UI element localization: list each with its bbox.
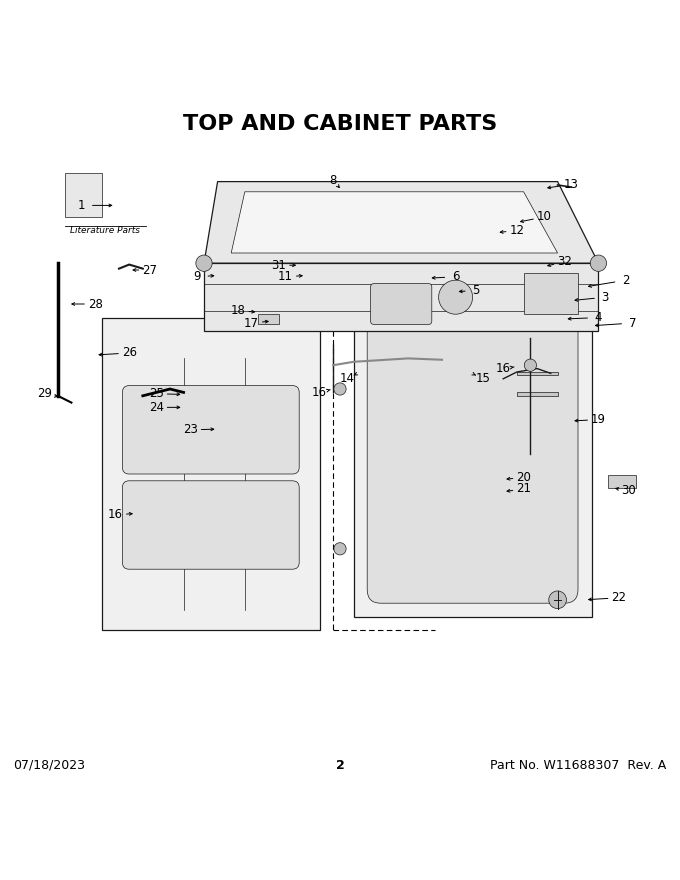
FancyBboxPatch shape — [371, 283, 432, 325]
Text: 23: 23 — [183, 423, 198, 436]
FancyBboxPatch shape — [524, 274, 578, 314]
Text: 21: 21 — [516, 482, 531, 495]
Text: 20: 20 — [516, 471, 531, 484]
Text: 2: 2 — [622, 274, 630, 287]
Circle shape — [590, 255, 607, 271]
Text: 8: 8 — [330, 173, 337, 187]
FancyBboxPatch shape — [608, 474, 636, 488]
Text: 1: 1 — [78, 199, 86, 212]
Text: 31: 31 — [271, 259, 286, 272]
Text: 14: 14 — [339, 372, 354, 385]
Text: 07/18/2023: 07/18/2023 — [14, 759, 86, 772]
Circle shape — [439, 280, 473, 314]
Text: 5: 5 — [473, 284, 479, 297]
Text: 7: 7 — [628, 317, 636, 329]
Polygon shape — [258, 314, 279, 325]
Text: 3: 3 — [602, 290, 609, 304]
Polygon shape — [517, 372, 558, 376]
Text: 9: 9 — [193, 270, 201, 283]
Text: Literature Parts: Literature Parts — [71, 226, 140, 235]
Polygon shape — [231, 192, 558, 253]
Text: 2: 2 — [336, 759, 344, 772]
Text: 29: 29 — [37, 387, 52, 400]
Polygon shape — [204, 263, 598, 331]
Text: Part No. W11688307  Rev. A: Part No. W11688307 Rev. A — [490, 759, 666, 772]
FancyBboxPatch shape — [367, 318, 578, 603]
Polygon shape — [102, 318, 320, 630]
Text: 19: 19 — [591, 413, 606, 426]
Text: TOP AND CABINET PARTS: TOP AND CABINET PARTS — [183, 114, 497, 134]
Text: 24: 24 — [149, 401, 164, 414]
Text: 18: 18 — [231, 304, 245, 318]
Polygon shape — [204, 181, 598, 263]
Text: 25: 25 — [149, 387, 164, 400]
FancyBboxPatch shape — [65, 172, 102, 217]
Text: 11: 11 — [278, 270, 293, 283]
Text: 17: 17 — [244, 317, 259, 329]
Circle shape — [524, 359, 537, 371]
Text: 15: 15 — [475, 372, 490, 385]
Text: 12: 12 — [509, 224, 524, 237]
Polygon shape — [517, 392, 558, 396]
Text: 16: 16 — [312, 386, 327, 399]
Text: 16: 16 — [496, 362, 511, 375]
Text: 6: 6 — [452, 270, 460, 283]
Text: 16: 16 — [108, 509, 123, 521]
Text: 26: 26 — [122, 347, 137, 359]
Text: 32: 32 — [557, 255, 572, 268]
FancyBboxPatch shape — [122, 385, 299, 474]
Text: 13: 13 — [564, 178, 579, 191]
Text: 27: 27 — [142, 263, 157, 276]
Text: 22: 22 — [611, 591, 626, 605]
Polygon shape — [354, 290, 592, 617]
Circle shape — [549, 591, 566, 609]
FancyBboxPatch shape — [122, 480, 299, 569]
Circle shape — [196, 255, 212, 271]
Text: 30: 30 — [622, 485, 636, 497]
Circle shape — [334, 543, 346, 555]
Circle shape — [334, 383, 346, 395]
Text: 28: 28 — [88, 297, 103, 311]
Text: 10: 10 — [537, 210, 551, 224]
Text: 4: 4 — [594, 312, 602, 324]
